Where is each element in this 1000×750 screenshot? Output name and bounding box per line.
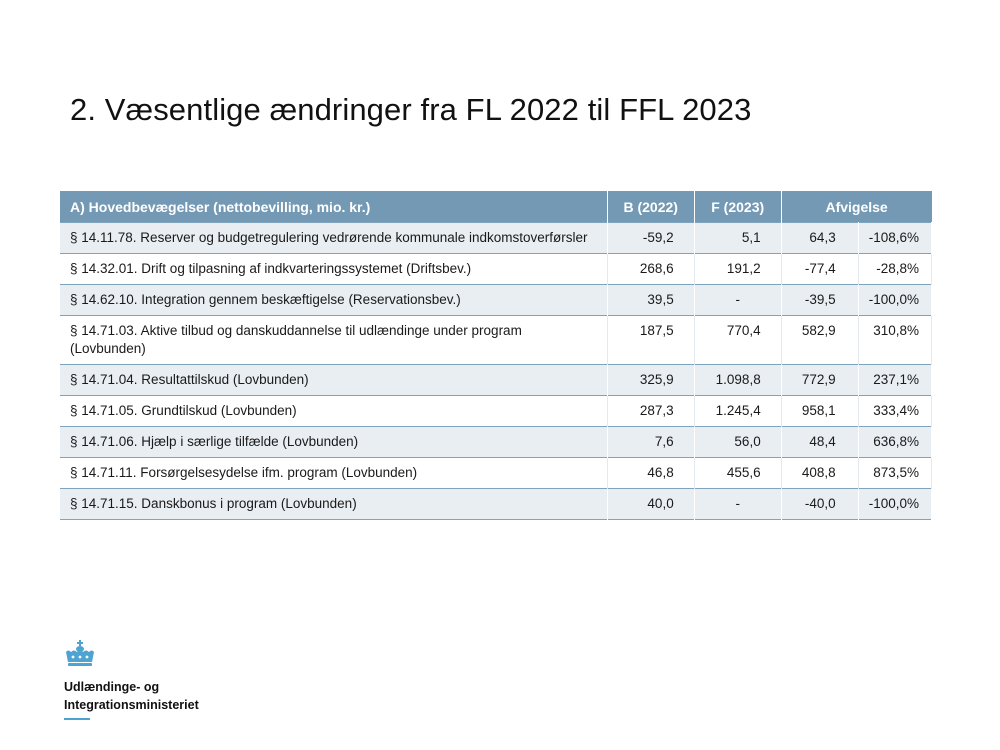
row-f2023: 1.245,4 <box>694 395 782 427</box>
row-f2023: 56,0 <box>694 426 782 458</box>
row-deviation-amount: 408,8 <box>781 457 859 489</box>
row-deviation-amount: 958,1 <box>781 395 859 427</box>
row-b2022: 7,6 <box>607 426 695 458</box>
accent-divider <box>64 718 90 720</box>
row-b2022: 40,0 <box>607 488 695 520</box>
ministry-name-line2: Integrationsministeriet <box>64 698 199 712</box>
row-deviation-amount: -77,4 <box>781 253 859 285</box>
row-label: § 14.11.78. Reserver og budgetregulering… <box>60 222 608 254</box>
table-row: § 14.71.03. Aktive tilbud og danskuddann… <box>60 315 933 365</box>
table-row: § 14.71.04. Resultattilskud (Lovbunden) … <box>60 364 933 396</box>
row-b2022: 325,9 <box>607 364 695 396</box>
row-deviation-pct: -108,6% <box>858 222 933 254</box>
row-label: § 14.32.01. Drift og tilpasning af indkv… <box>60 253 608 285</box>
row-deviation-amount: 48,4 <box>781 426 859 458</box>
header-b2022: B (2022) <box>607 191 695 223</box>
table-header-row: A) Hovedbevægelser (nettobevilling, mio.… <box>60 191 932 223</box>
row-deviation-pct: 636,8% <box>858 426 933 458</box>
table-row: § 14.71.11. Forsørgelsesydelse ifm. prog… <box>60 457 933 489</box>
row-deviation-pct: -100,0% <box>858 284 933 316</box>
table-row: § 14.62.10. Integration gennem beskæftig… <box>60 284 933 316</box>
row-deviation-pct: 237,1% <box>858 364 933 396</box>
ministry-name-line1: Udlændinge- og <box>64 680 160 694</box>
row-deviation-pct: 310,8% <box>858 315 933 365</box>
row-deviation-pct: -100,0% <box>858 488 933 520</box>
row-b2022: 187,5 <box>607 315 695 365</box>
row-b2022: 39,5 <box>607 284 695 316</box>
row-deviation-pct: 873,5% <box>858 457 933 489</box>
row-f2023: - <box>694 284 782 316</box>
row-label: § 14.71.05. Grundtilskud (Lovbunden) <box>60 395 608 427</box>
row-deviation-pct: 333,4% <box>858 395 933 427</box>
ministry-name: Udlændinge- og Integrationsministeriet <box>64 678 199 714</box>
row-f2023: 5,1 <box>694 222 782 254</box>
table-row: § 14.71.06. Hjælp i særlige tilfælde (Lo… <box>60 426 933 458</box>
row-label: § 14.71.15. Danskbonus i program (Lovbun… <box>60 488 608 520</box>
row-f2023: 1.098,8 <box>694 364 782 396</box>
header-description: A) Hovedbevægelser (nettobevilling, mio.… <box>60 191 608 223</box>
row-label: § 14.71.06. Hjælp i særlige tilfælde (Lo… <box>60 426 608 458</box>
row-deviation-amount: 582,9 <box>781 315 859 365</box>
row-deviation-amount: -39,5 <box>781 284 859 316</box>
row-label: § 14.62.10. Integration gennem beskæftig… <box>60 284 608 316</box>
row-f2023: 770,4 <box>694 315 782 365</box>
row-label: § 14.71.03. Aktive tilbud og danskuddann… <box>60 315 608 365</box>
header-deviation: Afvigelse <box>781 191 932 223</box>
page-title: 2. Væsentlige ændringer fra FL 2022 til … <box>70 92 752 127</box>
row-b2022: -59,2 <box>607 222 695 254</box>
row-deviation-amount: 64,3 <box>781 222 859 254</box>
ministry-logo: Udlændinge- og Integrationsministeriet <box>64 640 199 720</box>
table-row: § 14.71.05. Grundtilskud (Lovbunden) 287… <box>60 395 933 427</box>
budget-table: A) Hovedbevægelser (nettobevilling, mio.… <box>60 191 933 520</box>
row-b2022: 287,3 <box>607 395 695 427</box>
row-label: § 14.71.04. Resultattilskud (Lovbunden) <box>60 364 608 396</box>
row-f2023: 455,6 <box>694 457 782 489</box>
row-deviation-amount: 772,9 <box>781 364 859 396</box>
crown-icon <box>66 640 94 666</box>
table-row: § 14.11.78. Reserver og budgetregulering… <box>60 222 933 254</box>
row-b2022: 268,6 <box>607 253 695 285</box>
row-b2022: 46,8 <box>607 457 695 489</box>
row-label: § 14.71.11. Forsørgelsesydelse ifm. prog… <box>60 457 608 489</box>
row-deviation-pct: -28,8% <box>858 253 933 285</box>
header-f2023: F (2023) <box>694 191 782 223</box>
row-deviation-amount: -40,0 <box>781 488 859 520</box>
row-f2023: 191,2 <box>694 253 782 285</box>
row-f2023: - <box>694 488 782 520</box>
table-row: § 14.32.01. Drift og tilpasning af indkv… <box>60 253 933 285</box>
table-row: § 14.71.15. Danskbonus i program (Lovbun… <box>60 488 933 520</box>
